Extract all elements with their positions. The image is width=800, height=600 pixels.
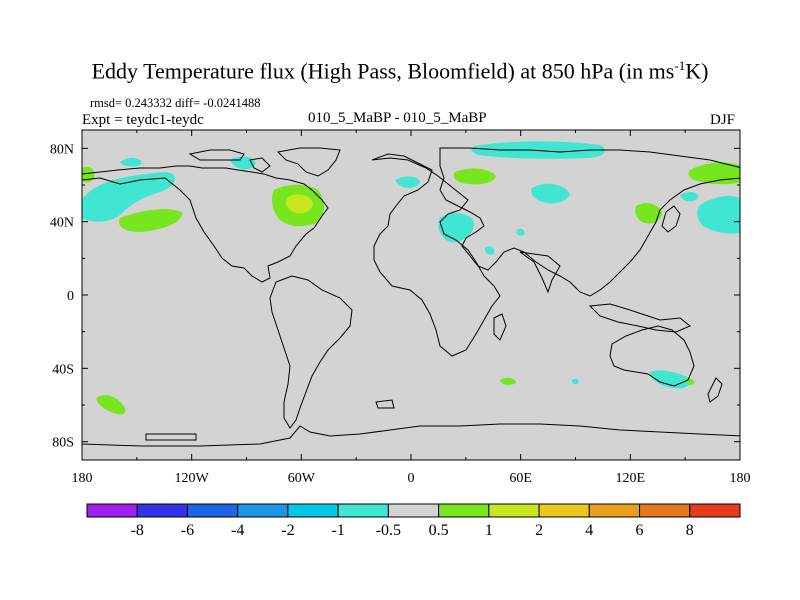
coastline-greenland (276, 147, 341, 177)
lat-label: 40N (50, 216, 74, 231)
colorbar-box (538, 503, 590, 518)
contour-patch (82, 172, 176, 222)
colorbar-label: 0.5 (429, 522, 449, 539)
contour-patch (285, 194, 313, 214)
colorbar-box (287, 503, 339, 518)
lon-label: 60W (288, 471, 316, 486)
plot-title: Eddy Temperature flux (High Pass, Bloomf… (0, 58, 800, 84)
contour-patch (516, 228, 525, 236)
lon-label: 60E (509, 471, 532, 486)
experiment-label: Expt = teydc1-teydc (82, 112, 204, 128)
colorbar-label: 6 (636, 522, 644, 539)
colorbar-label: -2 (281, 522, 294, 539)
contour-patch (118, 209, 183, 232)
lat-label: 0 (67, 289, 74, 304)
colorbar-label: -6 (181, 522, 194, 539)
coastline-australia (609, 325, 695, 387)
coastline-india (519, 251, 561, 294)
stats-text: rmsd= 0.243332 diff= -0.0241488 (90, 96, 261, 110)
colorbar-label: 8 (686, 522, 694, 539)
axis-ticks (81, 130, 741, 460)
contour-patch (680, 192, 699, 202)
coastline-arctic-islands (188, 149, 245, 161)
lon-label: 180 (730, 471, 751, 486)
contour-patch (571, 378, 579, 385)
contour-fills (82, 141, 740, 415)
colorbar-box (639, 503, 691, 518)
latitude-labels: 80N 40N 0 40S 80S (50, 142, 74, 450)
colorbar-labels: -8 -6 -4 -2 -1 -0.5 0.5 1 2 4 6 8 (131, 522, 694, 539)
title-exponent: -1 (674, 58, 686, 73)
coastline-indonesia (588, 303, 691, 333)
coastline-south-georgia (375, 399, 395, 409)
colorbar-box (86, 503, 138, 518)
coastline-new-zealand (707, 377, 723, 403)
colorbar-label: -1 (331, 522, 344, 539)
coastline-japan (661, 205, 681, 233)
colorbar-box (387, 503, 440, 518)
coastline-europe-africa (371, 153, 501, 357)
contour-patch (500, 377, 516, 385)
contour-patch (697, 195, 740, 234)
contour-patch (120, 157, 142, 167)
colorbar-box (588, 503, 641, 518)
colorbar-box (237, 503, 289, 518)
colorbar (86, 503, 741, 518)
contour-patch (484, 246, 495, 255)
contour-patch (688, 162, 740, 185)
title-tail: K) (685, 58, 709, 84)
coastline-baffin (249, 157, 271, 173)
colorbar-label: -8 (131, 522, 144, 539)
lat-label: 80S (52, 436, 74, 451)
colorbar-box (136, 503, 188, 518)
colorbar-label: 1 (485, 522, 493, 539)
contour-patch (531, 183, 570, 204)
colorbar-box (689, 503, 741, 518)
contour-patch (453, 168, 496, 185)
colorbar-label: 4 (585, 522, 593, 539)
contour-patch (650, 370, 692, 389)
coastlines (82, 147, 740, 447)
season-label: DJF (710, 112, 736, 128)
coastline-antarctica (82, 423, 740, 447)
coastline-antarctic-peninsula (145, 433, 197, 441)
lat-label: 40S (52, 362, 74, 377)
lon-label: 120E (616, 471, 646, 486)
colorbar-box (186, 503, 239, 518)
longitude-labels: 180 120W 60W 0 60E 120E 180 (72, 471, 751, 486)
lat-label: 80N (50, 142, 74, 157)
contour-patch (96, 395, 126, 415)
contour-patch (438, 213, 475, 243)
coastline-north-america (82, 165, 329, 283)
lon-label: 120W (175, 471, 210, 486)
case-label: 010_5_MaBP - 010_5_MaBP (308, 110, 487, 126)
lon-label: 180 (72, 471, 93, 486)
coastline-south-america (269, 275, 353, 429)
contour-patch (635, 203, 662, 224)
contour-patch (686, 379, 695, 385)
colorbar-box (337, 503, 389, 518)
coastline-madagascar (493, 313, 507, 341)
colorbar-label: 2 (535, 522, 543, 539)
contour-patch (395, 176, 420, 188)
colorbar-box (438, 503, 490, 518)
colorbar-box (488, 503, 540, 518)
title-main: Eddy Temperature flux (High Pass, Bloomf… (91, 58, 675, 84)
coastline-asia (439, 147, 740, 297)
lon-label: 0 (408, 471, 415, 486)
colorbar-label: -4 (231, 522, 244, 539)
colorbar-label: -0.5 (376, 522, 401, 539)
